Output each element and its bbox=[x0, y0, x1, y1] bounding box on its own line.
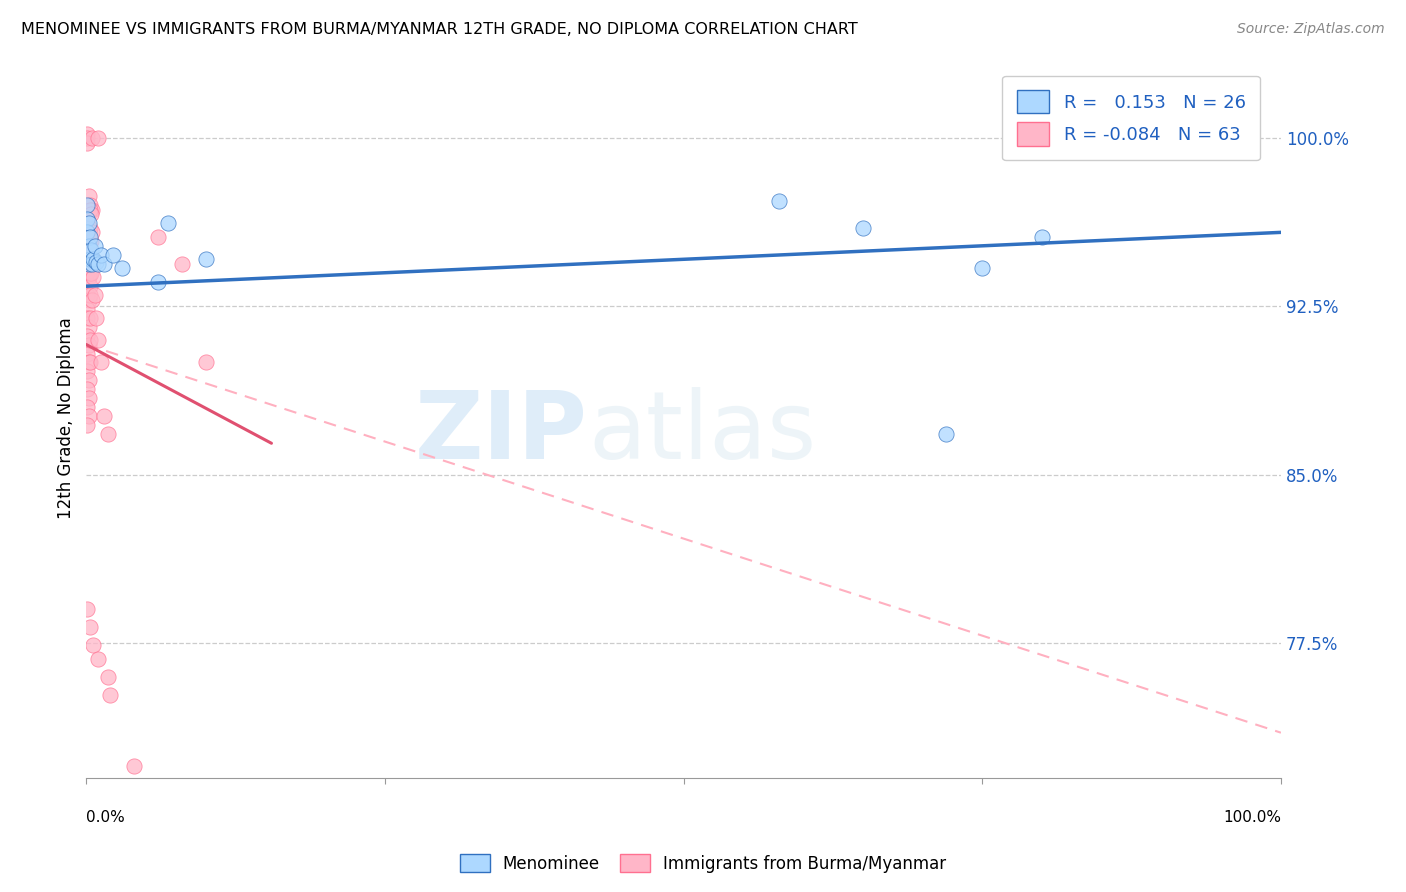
Point bbox=[170, 257, 193, 271]
Point bbox=[90, 248, 112, 262]
Point bbox=[76, 136, 98, 150]
Point bbox=[76, 602, 98, 616]
Legend: R =   0.153   N = 26, R = -0.084   N = 63: R = 0.153 N = 26, R = -0.084 N = 63 bbox=[1002, 76, 1260, 161]
Point bbox=[90, 355, 112, 369]
Point bbox=[77, 189, 100, 203]
Point bbox=[80, 266, 103, 280]
Point bbox=[76, 216, 98, 230]
Point bbox=[122, 759, 145, 773]
Text: 100.0%: 100.0% bbox=[1223, 810, 1281, 825]
Point bbox=[101, 248, 124, 262]
Y-axis label: 12th Grade, No Diploma: 12th Grade, No Diploma bbox=[58, 318, 75, 519]
Point bbox=[83, 239, 105, 253]
Point bbox=[79, 198, 101, 212]
Point bbox=[76, 301, 98, 316]
Point bbox=[77, 216, 100, 230]
Point bbox=[194, 252, 217, 267]
Point bbox=[76, 364, 98, 378]
Point bbox=[76, 127, 98, 141]
Point bbox=[93, 409, 115, 424]
Text: 0.0%: 0.0% bbox=[86, 810, 125, 825]
Point bbox=[97, 427, 120, 442]
Point bbox=[156, 216, 179, 230]
Point bbox=[76, 310, 98, 325]
Point bbox=[194, 355, 217, 369]
Point bbox=[79, 310, 101, 325]
Point bbox=[82, 202, 104, 217]
Point bbox=[82, 638, 104, 652]
Point bbox=[76, 131, 98, 145]
Point bbox=[77, 293, 100, 307]
Point bbox=[76, 401, 98, 415]
Point bbox=[98, 688, 121, 702]
Point bbox=[76, 418, 98, 433]
Point bbox=[76, 288, 98, 302]
Point bbox=[82, 225, 104, 239]
Point bbox=[76, 248, 98, 262]
Point bbox=[97, 670, 120, 684]
Point bbox=[77, 239, 100, 253]
Point bbox=[82, 131, 104, 145]
Point bbox=[76, 198, 98, 212]
Point bbox=[84, 310, 107, 325]
Point bbox=[79, 230, 101, 244]
Point bbox=[77, 319, 100, 334]
Text: MENOMINEE VS IMMIGRANTS FROM BURMA/MYANMAR 12TH GRADE, NO DIPLOMA CORRELATION CH: MENOMINEE VS IMMIGRANTS FROM BURMA/MYANM… bbox=[21, 22, 858, 37]
Point bbox=[79, 266, 101, 280]
Text: ZIP: ZIP bbox=[415, 387, 588, 479]
Point bbox=[146, 275, 169, 289]
Point bbox=[76, 346, 98, 360]
Point bbox=[79, 252, 101, 267]
Point bbox=[77, 355, 100, 369]
Point bbox=[76, 225, 98, 239]
Point bbox=[79, 244, 101, 258]
Point bbox=[87, 651, 110, 665]
Point bbox=[935, 427, 957, 442]
Point bbox=[87, 333, 110, 347]
Point bbox=[79, 279, 101, 293]
Point bbox=[79, 288, 101, 302]
Point bbox=[79, 355, 101, 369]
Point bbox=[79, 235, 101, 249]
Point bbox=[77, 409, 100, 424]
Point bbox=[146, 230, 169, 244]
Point bbox=[83, 288, 105, 302]
Point bbox=[77, 337, 100, 351]
Point bbox=[77, 392, 100, 406]
Point bbox=[76, 383, 98, 397]
Point bbox=[76, 211, 98, 226]
Text: Source: ZipAtlas.com: Source: ZipAtlas.com bbox=[1237, 22, 1385, 37]
Point bbox=[77, 270, 100, 285]
Point bbox=[80, 244, 103, 258]
Point bbox=[82, 257, 104, 271]
Point bbox=[80, 207, 103, 221]
Point bbox=[82, 252, 104, 267]
Text: atlas: atlas bbox=[588, 387, 817, 479]
Point bbox=[77, 225, 100, 239]
Point bbox=[79, 202, 101, 217]
Point bbox=[76, 266, 98, 280]
Point bbox=[77, 257, 100, 271]
Point bbox=[111, 261, 134, 276]
Point bbox=[77, 374, 100, 388]
Point bbox=[768, 194, 790, 208]
Point bbox=[77, 257, 100, 271]
Point bbox=[1031, 230, 1053, 244]
Point bbox=[87, 131, 110, 145]
Point bbox=[972, 261, 994, 276]
Point bbox=[76, 328, 98, 343]
Point bbox=[79, 620, 101, 634]
Point bbox=[82, 270, 104, 285]
Point bbox=[82, 293, 104, 307]
Point bbox=[80, 235, 103, 249]
Point bbox=[79, 333, 101, 347]
Point bbox=[79, 220, 101, 235]
Legend: Menominee, Immigrants from Burma/Myanmar: Menominee, Immigrants from Burma/Myanmar bbox=[453, 847, 953, 880]
Point bbox=[93, 257, 115, 271]
Point bbox=[82, 257, 104, 271]
Point bbox=[87, 257, 110, 271]
Point bbox=[852, 220, 875, 235]
Point bbox=[84, 254, 107, 268]
